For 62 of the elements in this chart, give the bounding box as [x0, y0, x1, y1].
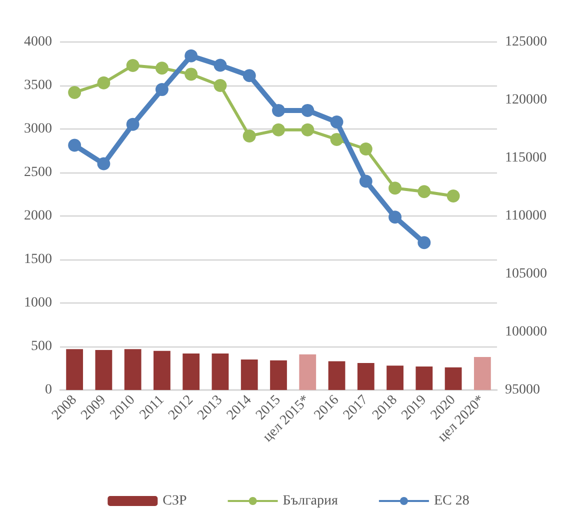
bar: [444, 367, 462, 390]
y2-tick-label: 100000: [505, 324, 547, 340]
bar: [124, 349, 142, 390]
bar: [182, 353, 200, 390]
bar: [357, 363, 374, 390]
point: [184, 68, 198, 81]
bar: [66, 349, 84, 390]
bar: [95, 350, 112, 390]
point: [68, 138, 82, 152]
point: [388, 210, 402, 224]
point: [446, 189, 460, 202]
y-tick-label: 1500: [24, 252, 52, 267]
legend-label: България: [282, 494, 339, 508]
y-tick-label: 500: [31, 339, 52, 354]
point: [126, 58, 140, 72]
point: [214, 58, 227, 72]
point: [97, 157, 110, 170]
point: [184, 49, 198, 62]
point: [155, 83, 168, 96]
bar: [154, 350, 170, 390]
legend-label: ЕС 28: [434, 494, 470, 508]
point: [388, 182, 402, 195]
bar: [474, 356, 491, 390]
y2-tick-label: 125000: [505, 34, 547, 50]
y-tick-label: 2500: [24, 165, 52, 180]
point: [418, 236, 431, 250]
point: [330, 116, 344, 129]
bar: [386, 366, 404, 390]
bar: [299, 354, 316, 390]
bar: [416, 366, 433, 390]
point: [97, 76, 110, 90]
y2-tick-label: 95000: [505, 382, 540, 398]
bar: [328, 361, 346, 390]
point: [301, 104, 314, 117]
y-tick-label: 1000: [24, 296, 52, 310]
point: [359, 174, 372, 188]
bar: [240, 360, 258, 390]
y2-tick-label: 110000: [505, 208, 546, 224]
y-tick-label: 2000: [24, 208, 52, 224]
legend-label: СЗР: [162, 494, 188, 508]
point: [272, 104, 285, 117]
point: [301, 123, 314, 136]
y-tick-label: 3000: [24, 122, 52, 136]
y-tick-label: 4000: [24, 34, 52, 50]
point: [242, 69, 256, 82]
point: [272, 123, 285, 136]
point: [242, 129, 256, 142]
point: [126, 118, 140, 131]
y2-tick-label: 105000: [505, 266, 547, 282]
point: [418, 185, 431, 198]
point: [155, 62, 168, 75]
point: [214, 79, 227, 92]
point: [68, 86, 82, 99]
y-tick-label: 0: [45, 382, 52, 398]
point: [330, 132, 344, 146]
y-tick-label: 3500: [24, 78, 52, 93]
point: [359, 142, 372, 156]
bar: [270, 360, 287, 390]
y2-tick-label: 120000: [505, 92, 547, 108]
x-tick-label: 2011: [137, 392, 168, 423]
y2-tick-label: 115000: [505, 150, 546, 166]
bar: [212, 353, 229, 390]
